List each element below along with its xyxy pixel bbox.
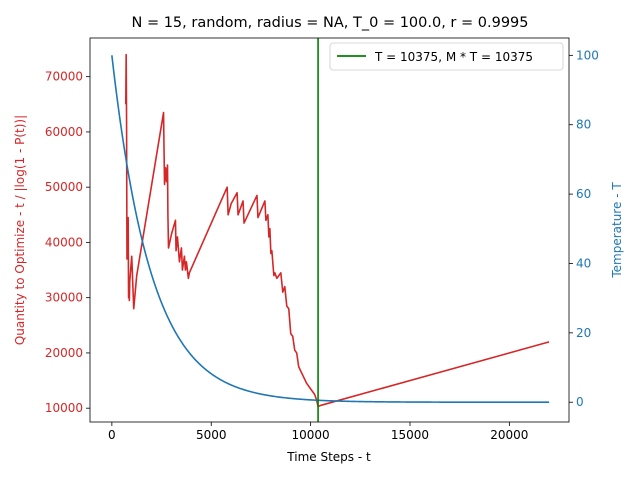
right-y-tick-label: 80 [576,118,591,132]
left-y-tick-label: 50000 [45,180,83,194]
x-tick-label: 5000 [196,428,227,442]
left-axis-ticks: 10000 20000 30000 40000 50000 60000 70000 [45,70,90,415]
chart-title: N = 15, random, radius = NA, T_0 = 100.0… [131,15,528,31]
left-y-tick-label: 60000 [45,125,83,139]
legend-box [329,42,564,71]
plot-frame [89,37,570,423]
temperature-series-line [111,55,550,404]
x-tick-label: 10000 [292,428,330,442]
x-axis-ticks: 0 5000 10000 15000 20000 [108,422,528,442]
right-y-tick-label: 40 [576,256,591,270]
left-y-tick-label: 10000 [45,401,83,415]
left-y-tick-label: 30000 [45,291,83,305]
right-y-tick-label: 0 [576,395,584,409]
x-tick-label: 0 [108,428,116,442]
right-y-axis-label: Temperature - T [610,182,624,279]
right-axis-ticks: 0 20 40 60 80 100 [569,48,599,409]
legend: T = 10375, M * T = 10375 [329,42,564,71]
left-y-axis-label: Quantity to Optimize - t / |log(1 - P(t)… [13,115,27,345]
right-y-tick-label: 60 [576,187,591,201]
quantity-series-line [124,53,550,408]
left-y-tick-label: 40000 [45,235,83,249]
legend-label: T = 10375, M * T = 10375 [374,50,533,64]
x-axis-label: Time Steps - t [286,450,371,464]
right-y-tick-label: 100 [576,48,599,62]
plot-lines [111,38,550,422]
left-y-tick-label: 70000 [45,70,83,84]
x-tick-label: 20000 [490,428,528,442]
left-y-tick-label: 20000 [45,346,83,360]
x-tick-label: 15000 [391,428,429,442]
right-y-tick-label: 20 [576,326,591,340]
